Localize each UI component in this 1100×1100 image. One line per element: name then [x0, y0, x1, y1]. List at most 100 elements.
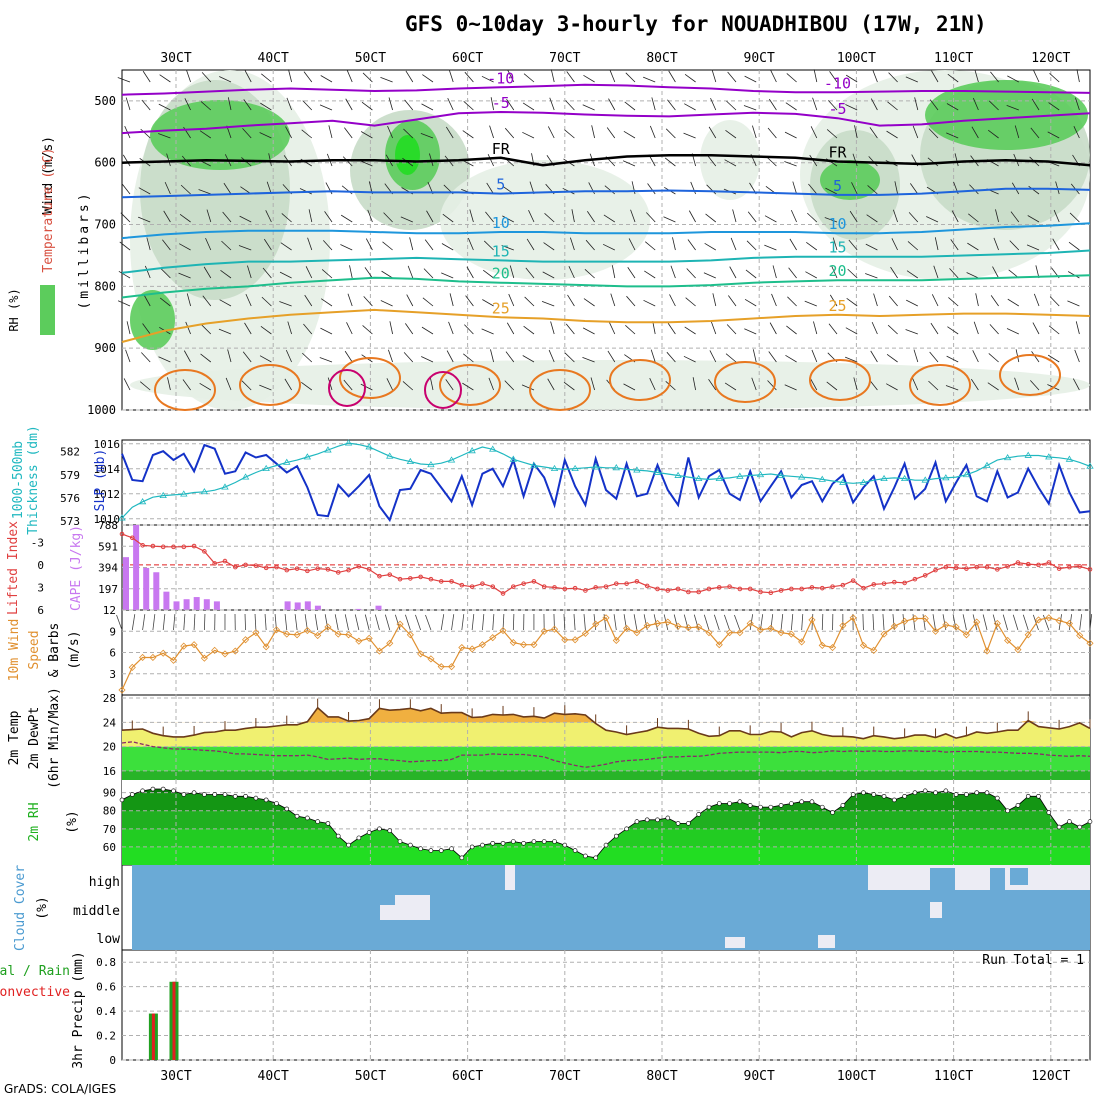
- wind-barb: [767, 380, 777, 391]
- wind-barb: [362, 325, 373, 335]
- wind-barb-10m: [461, 614, 465, 631]
- rh-marker: [315, 819, 320, 824]
- li-marker: [974, 564, 980, 570]
- wind-barb-10m: [790, 614, 794, 631]
- wind-speed-marker: [180, 642, 188, 650]
- wind-barb: [344, 350, 353, 363]
- wind-barb: [906, 299, 918, 307]
- run-total-label: Run Total = 1: [982, 953, 1084, 968]
- isotherm-label: 25: [492, 299, 510, 317]
- wind-barb-10m: [1022, 614, 1029, 631]
- wind-barb: [504, 127, 515, 139]
- wind-barb: [744, 75, 757, 83]
- wind-speed-marker: [571, 636, 579, 644]
- wind-barb-10m: [415, 614, 422, 631]
- wind-barb-10m: [512, 613, 515, 631]
- wind-speed-marker: [592, 620, 600, 628]
- wind-barb: [346, 69, 353, 83]
- wind-speed-marker: [303, 626, 311, 635]
- wind-barb: [118, 270, 131, 279]
- wind-barb: [280, 242, 292, 251]
- isotherm-label: -5: [492, 94, 510, 112]
- wind-barb: [590, 377, 595, 391]
- wind-barb: [710, 97, 717, 111]
- rh-marker: [222, 792, 228, 797]
- wind-barb: [623, 130, 636, 139]
- li-marker: [1056, 566, 1062, 571]
- wind-barb: [972, 97, 979, 111]
- wind-barb-10m: [673, 614, 679, 631]
- wind-barb: [1028, 185, 1040, 195]
- rh-marker: [284, 806, 290, 812]
- wind-barb: [485, 211, 494, 223]
- li-marker: [850, 578, 856, 583]
- li-marker: [634, 579, 640, 584]
- wind-barb: [891, 238, 898, 251]
- wind-speed-marker: [252, 629, 260, 637]
- wind-speed-marker: [828, 643, 837, 652]
- wind-speed-marker: [458, 643, 466, 652]
- wind-barb: [665, 128, 676, 139]
- rh-marker: [1067, 819, 1072, 824]
- rh-marker: [1056, 824, 1062, 830]
- li-marker: [202, 549, 207, 554]
- wind-barb: [137, 216, 151, 223]
- wind-barb: [886, 354, 898, 363]
- wind-barb: [703, 272, 716, 279]
- wind-barb: [684, 103, 696, 111]
- isotherm--10: [121, 83, 1091, 96]
- rh-marker: [377, 826, 382, 832]
- li-marker: [335, 570, 341, 575]
- li-marker: [366, 567, 372, 572]
- wind-barb: [163, 210, 171, 223]
- wind-barb-10m: [1089, 614, 1093, 631]
- wind-barb: [732, 209, 737, 223]
- wind-barb: [526, 238, 535, 251]
- wind-speed-marker: [1055, 617, 1063, 625]
- wind-barb: [929, 99, 939, 111]
- li-marker: [480, 581, 485, 586]
- wind-barb: [967, 242, 979, 251]
- cape-bar: [123, 557, 129, 610]
- li-marker: [140, 543, 145, 548]
- wind-barb: [845, 74, 858, 83]
- wind-barb-10m: [254, 614, 257, 631]
- wind-barb: [200, 101, 212, 111]
- rh-marker: [830, 810, 835, 815]
- thickness-marker: [797, 473, 806, 480]
- wind-speed-marker: [705, 629, 713, 637]
- rh-marker: [758, 804, 763, 810]
- thickness-marker: [653, 468, 662, 475]
- isotherm-30-cell: [439, 364, 501, 406]
- wind-speed-marker: [993, 619, 1001, 628]
- time-tick-top: 60CT: [452, 51, 483, 66]
- wind-barb: [974, 69, 979, 83]
- rh-marker: [202, 792, 207, 797]
- isotherm-20: [121, 274, 1091, 299]
- wind-barb: [751, 377, 757, 391]
- li-marker: [902, 580, 907, 586]
- wind-barb: [666, 351, 676, 363]
- cape-bar: [294, 602, 301, 610]
- wind-barb: [139, 381, 151, 391]
- wind-speed-marker: [355, 637, 363, 645]
- y-tick-label: 700: [94, 218, 116, 232]
- slp-tick-label: 1010: [94, 513, 121, 526]
- wind-barb: [380, 76, 393, 83]
- li-marker: [315, 566, 320, 571]
- wind-barb: [712, 293, 717, 307]
- credit-text: GrADS: COLA/IGES: [4, 1082, 117, 1096]
- li-marker: [449, 579, 454, 584]
- wind-barb: [225, 377, 232, 391]
- wind-barb: [422, 297, 434, 307]
- temp-band-lowest: [122, 770, 1090, 780]
- rh-marker: [943, 788, 949, 794]
- rh-marker: [191, 790, 197, 795]
- li-marker: [871, 582, 877, 587]
- isotherm-label: 25: [828, 297, 846, 315]
- wind-tick-label: 6: [109, 647, 116, 660]
- wind-barb: [182, 379, 191, 391]
- wind-barb: [262, 267, 272, 279]
- wind-speed-marker: [695, 623, 703, 631]
- wind-barb: [825, 187, 838, 195]
